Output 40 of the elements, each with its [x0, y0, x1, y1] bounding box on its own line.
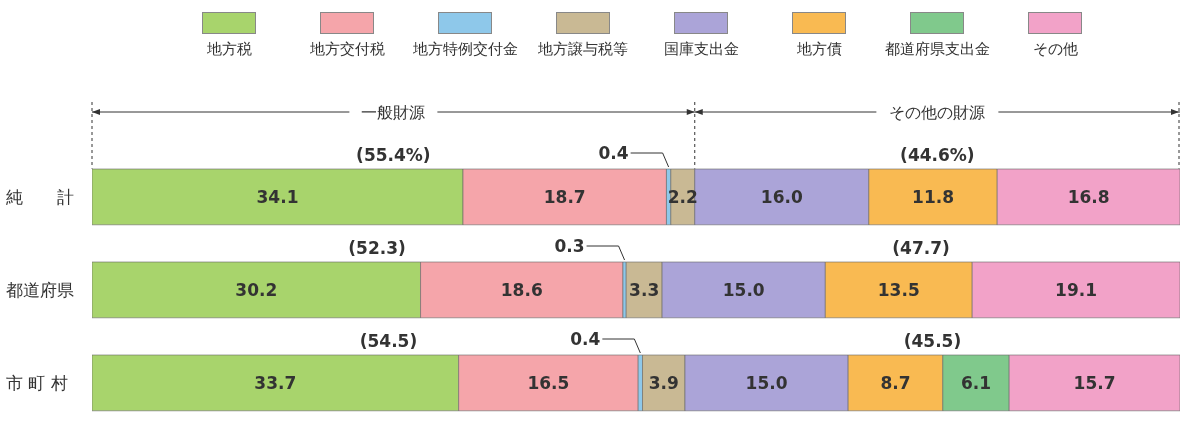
data-label: 18.7: [543, 186, 586, 207]
data-label: 0.4: [598, 143, 629, 163]
legend-label: 地方税: [206, 40, 252, 59]
annotation: (52.3): [348, 237, 406, 258]
legend-label: その他: [1032, 40, 1078, 59]
data-label: 15.0: [745, 372, 788, 393]
legend-label: 地方譲与税等: [538, 40, 628, 59]
data-label: 34.1: [256, 186, 299, 207]
y-tick-label: 純 計: [6, 186, 74, 207]
annotation: (55.4%): [356, 144, 431, 165]
data-label: 15.0: [722, 279, 765, 300]
data-label: 6.1: [960, 372, 992, 393]
legend-label: 都道府県支出金: [884, 40, 990, 59]
data-label: 11.8: [912, 186, 954, 207]
y-tick-label: 市 町 村: [6, 372, 68, 393]
text: その他の財源: [889, 102, 986, 122]
text: 一般財源: [361, 102, 426, 122]
data-label: 3.9: [648, 372, 679, 393]
data-label: 13.5: [877, 279, 920, 300]
legend-label: 国庫支出金: [663, 40, 739, 59]
legend-label: 地方特例交付金: [412, 40, 518, 59]
data-label: 16.0: [760, 186, 803, 207]
data-label: 33.7: [254, 372, 297, 393]
data-label: 16.5: [527, 372, 570, 393]
data-label: 16.8: [1067, 186, 1110, 207]
data-label: 3.3: [629, 279, 660, 300]
legend-label: 地方債: [796, 40, 842, 59]
annotation: (45.5): [903, 330, 962, 351]
data-label: 15.7: [1073, 372, 1116, 393]
annotation: (47.7): [892, 237, 950, 258]
data-label: 30.2: [235, 279, 278, 300]
data-label: 8.7: [880, 372, 911, 393]
data-label: 18.6: [500, 279, 543, 300]
data-label: 0.3: [554, 236, 585, 256]
data-label: 19.1: [1055, 279, 1098, 300]
annotation: (54.5): [359, 330, 418, 351]
data-label: 0.4: [570, 329, 601, 349]
y-tick-label: 都道府県: [6, 279, 74, 300]
annotation: (44.6%): [900, 144, 975, 165]
legend-label: 地方交付税: [309, 40, 385, 59]
